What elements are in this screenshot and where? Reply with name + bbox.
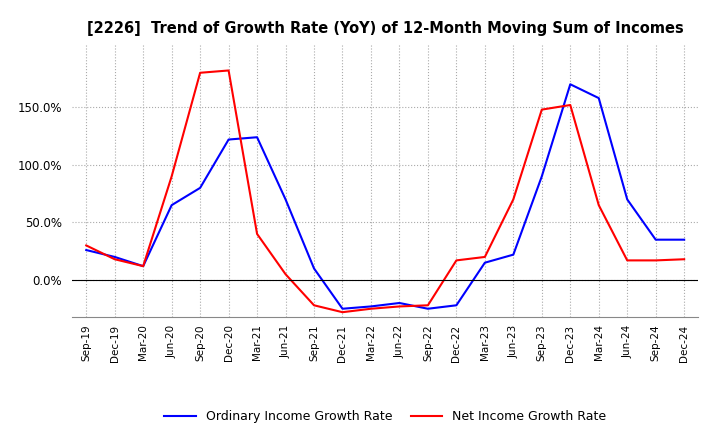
Ordinary Income Growth Rate bbox=[595, 95, 603, 101]
Ordinary Income Growth Rate bbox=[623, 197, 631, 202]
Ordinary Income Growth Rate bbox=[82, 247, 91, 253]
Net Income Growth Rate bbox=[423, 303, 432, 308]
Ordinary Income Growth Rate bbox=[680, 237, 688, 242]
Line: Net Income Growth Rate: Net Income Growth Rate bbox=[86, 70, 684, 312]
Net Income Growth Rate bbox=[310, 303, 318, 308]
Ordinary Income Growth Rate bbox=[196, 185, 204, 191]
Ordinary Income Growth Rate bbox=[509, 252, 518, 257]
Ordinary Income Growth Rate bbox=[110, 254, 119, 260]
Ordinary Income Growth Rate bbox=[167, 202, 176, 208]
Net Income Growth Rate bbox=[680, 257, 688, 262]
Ordinary Income Growth Rate bbox=[310, 266, 318, 271]
Net Income Growth Rate bbox=[110, 257, 119, 262]
Net Income Growth Rate bbox=[480, 254, 489, 260]
Ordinary Income Growth Rate bbox=[139, 264, 148, 269]
Ordinary Income Growth Rate bbox=[253, 135, 261, 140]
Ordinary Income Growth Rate bbox=[423, 306, 432, 312]
Net Income Growth Rate bbox=[395, 304, 404, 309]
Net Income Growth Rate bbox=[595, 202, 603, 208]
Net Income Growth Rate bbox=[196, 70, 204, 75]
Ordinary Income Growth Rate bbox=[452, 303, 461, 308]
Line: Ordinary Income Growth Rate: Ordinary Income Growth Rate bbox=[86, 84, 684, 309]
Ordinary Income Growth Rate bbox=[395, 301, 404, 306]
Ordinary Income Growth Rate bbox=[225, 137, 233, 142]
Net Income Growth Rate bbox=[623, 258, 631, 263]
Ordinary Income Growth Rate bbox=[537, 174, 546, 179]
Ordinary Income Growth Rate bbox=[366, 304, 375, 309]
Net Income Growth Rate bbox=[225, 68, 233, 73]
Net Income Growth Rate bbox=[452, 258, 461, 263]
Ordinary Income Growth Rate bbox=[480, 260, 489, 265]
Net Income Growth Rate bbox=[139, 264, 148, 269]
Net Income Growth Rate bbox=[167, 174, 176, 179]
Ordinary Income Growth Rate bbox=[652, 237, 660, 242]
Ordinary Income Growth Rate bbox=[282, 197, 290, 202]
Ordinary Income Growth Rate bbox=[566, 82, 575, 87]
Net Income Growth Rate bbox=[652, 258, 660, 263]
Net Income Growth Rate bbox=[82, 243, 91, 248]
Net Income Growth Rate bbox=[253, 231, 261, 237]
Legend: Ordinary Income Growth Rate, Net Income Growth Rate: Ordinary Income Growth Rate, Net Income … bbox=[159, 405, 611, 428]
Net Income Growth Rate bbox=[366, 306, 375, 312]
Ordinary Income Growth Rate bbox=[338, 306, 347, 312]
Net Income Growth Rate bbox=[509, 197, 518, 202]
Net Income Growth Rate bbox=[566, 103, 575, 108]
Title: [2226]  Trend of Growth Rate (YoY) of 12-Month Moving Sum of Incomes: [2226] Trend of Growth Rate (YoY) of 12-… bbox=[87, 21, 683, 36]
Net Income Growth Rate bbox=[282, 271, 290, 277]
Net Income Growth Rate bbox=[338, 310, 347, 315]
Net Income Growth Rate bbox=[537, 107, 546, 112]
